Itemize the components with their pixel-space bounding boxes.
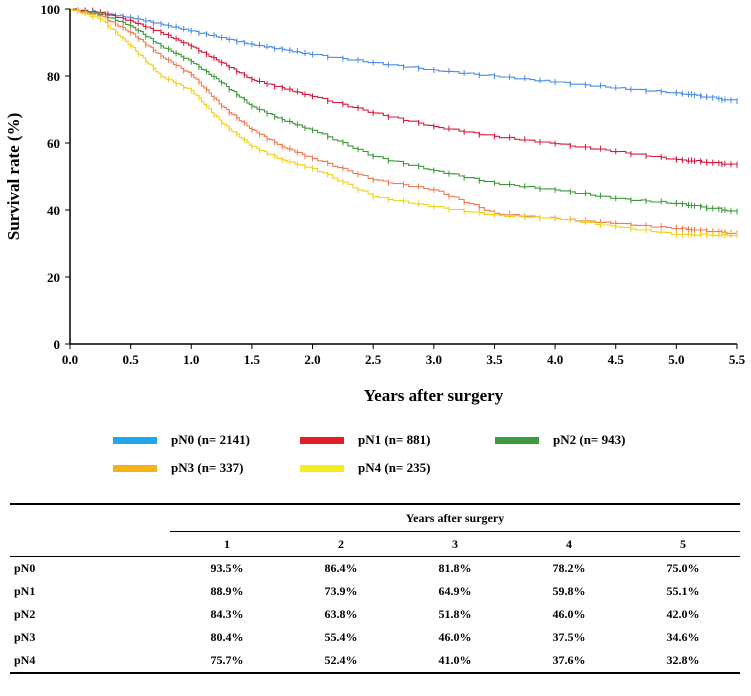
x-tick-label: 0.5	[123, 352, 140, 367]
table-cell: 41.0%	[398, 649, 512, 674]
table-cell: 78.2%	[552, 561, 586, 575]
x-axis-title-text: Years after surgery	[364, 386, 504, 405]
x-tick-label: 3.5	[486, 352, 503, 367]
table-col-header: 4	[512, 531, 626, 557]
legend-item-pn3: pN3 (n= 337)	[113, 458, 243, 478]
y-tick-label: 40	[47, 203, 60, 218]
legend-item-pn0: pN0 (n= 2141)	[113, 430, 250, 450]
table-row: pN1 88.9% 73.9% 64.9% 59.8% 55.1%	[10, 580, 740, 603]
y-axis-title: Survival rate (%)	[4, 113, 23, 240]
table-cell: 73.9%	[324, 584, 358, 598]
table-cell: 93.5%	[210, 561, 244, 575]
table-cell: 51.8%	[438, 607, 472, 621]
table-cell: 59.8%	[552, 584, 586, 598]
legend-label-pn2: pN2 (n= 943)	[553, 432, 626, 447]
axes-layer	[69, 9, 737, 345]
table-cell: 52.4%	[284, 649, 398, 674]
table-cell: 88.9%	[210, 584, 244, 598]
table-cell: 55.4%	[324, 630, 358, 644]
legend-item-pn4: pN4 (n= 235)	[300, 458, 430, 478]
survival-table: Years after surgery 1 2 3 4 5 pN0 93.5% …	[10, 503, 740, 674]
table-corner	[10, 505, 170, 532]
legend-item-pn2: pN2 (n= 943)	[495, 430, 625, 450]
x-tick-label: 3.0	[426, 352, 442, 367]
km-curve	[70, 8, 738, 165]
series-layer	[70, 7, 738, 239]
table-row: pN0 93.5% 86.4% 81.8% 78.2% 75.0%	[10, 557, 740, 581]
table-cell: 46.0%	[552, 607, 586, 621]
table-cell: 84.3%	[210, 607, 244, 621]
x-tick-label: 2.5	[365, 352, 382, 367]
table-corner-cell	[10, 531, 170, 557]
table-col-header: 5	[626, 531, 740, 557]
row-label: pN3	[14, 630, 36, 644]
legend-item-pn1: pN1 (n= 881)	[300, 430, 430, 450]
x-tick-label: 1.0	[183, 352, 199, 367]
legend-swatch-pn4	[300, 464, 344, 472]
legend-label-pn1: pN1 (n= 881)	[358, 432, 431, 447]
x-tick-label: 2.0	[304, 352, 320, 367]
chart-legend: pN0 (n= 2141) pN1 (n= 881) pN2 (n= 943) …	[0, 428, 751, 484]
tick-layer: 0.0 0.5 1.0 1.5 2.0 2.5 3.0 3.5 4.0 4.5 5.0 5.5 0 20 4…	[41, 2, 746, 367]
x-tick-label: 4.5	[608, 352, 625, 367]
table-cell: 37.5%	[552, 630, 586, 644]
table-cell: 86.4%	[324, 561, 358, 575]
table-group-header: Years after surgery	[170, 505, 740, 532]
table-col-header: 2	[284, 531, 398, 557]
table-row: pN2 84.3% 63.8% 51.8% 46.0% 42.0%	[10, 603, 740, 626]
legend-swatch-pn3	[113, 464, 157, 472]
legend-label-pn3: pN3 (n= 337)	[171, 460, 244, 475]
survival-chart: Survival rate (%) Years after surgery 0.…	[4, 2, 746, 405]
x-tick-label: 0.0	[62, 352, 78, 367]
table-cell: 34.6%	[666, 630, 700, 644]
legend-label-pn0: pN0 (n= 2141)	[171, 432, 250, 447]
table-cell: 80.4%	[210, 630, 244, 644]
x-tick-label: 5.5	[729, 352, 746, 367]
table-col-header: 1	[170, 531, 284, 557]
y-tick-label: 0	[54, 337, 61, 352]
x-tick-label: 5.0	[668, 352, 684, 367]
x-axis-title: Years after surgery	[364, 386, 504, 405]
row-label: pN2	[14, 607, 36, 621]
x-tick-label: 1.5	[244, 352, 261, 367]
table-cell: 81.8%	[438, 561, 472, 575]
km-curve	[70, 8, 738, 237]
table-row: pN3 80.4% 55.4% 46.0% 37.5% 34.6%	[10, 626, 740, 649]
km-curve	[70, 8, 738, 102]
legend-swatch-pn0	[113, 436, 157, 444]
table-cell: 46.0%	[438, 630, 472, 644]
km-curve	[70, 8, 738, 212]
y-axis-title-text: Survival rate (%)	[4, 113, 23, 240]
table-cell: 64.9%	[438, 584, 472, 598]
legend-swatch-pn1	[300, 436, 344, 444]
table-cell: 75.0%	[666, 561, 700, 575]
series-pn1	[70, 7, 738, 168]
y-tick-label: 20	[47, 270, 60, 285]
table-cell: 42.0%	[666, 607, 700, 621]
legend-label-pn4: pN4 (n= 235)	[358, 460, 431, 475]
table-cell: 32.8%	[626, 649, 740, 674]
series-pn4	[70, 7, 738, 239]
table-cell: 75.7%	[170, 649, 284, 674]
y-tick-label: 60	[47, 136, 60, 151]
y-tick-label: 80	[47, 69, 60, 84]
y-tick-label: 100	[41, 2, 61, 17]
table-cell: 55.1%	[666, 584, 700, 598]
series-pn0	[70, 7, 738, 105]
legend-swatch-pn2	[495, 436, 539, 444]
table-row: pN4 75.7% 52.4% 41.0% 37.6% 32.8%	[10, 649, 740, 674]
table-col-header: 3	[398, 531, 512, 557]
row-label: pN4	[10, 649, 170, 674]
table-cell: 37.6%	[512, 649, 626, 674]
x-tick-label: 4.0	[547, 352, 563, 367]
row-label: pN0	[14, 561, 36, 575]
row-label: pN1	[14, 584, 36, 598]
table-cell: 63.8%	[324, 607, 358, 621]
